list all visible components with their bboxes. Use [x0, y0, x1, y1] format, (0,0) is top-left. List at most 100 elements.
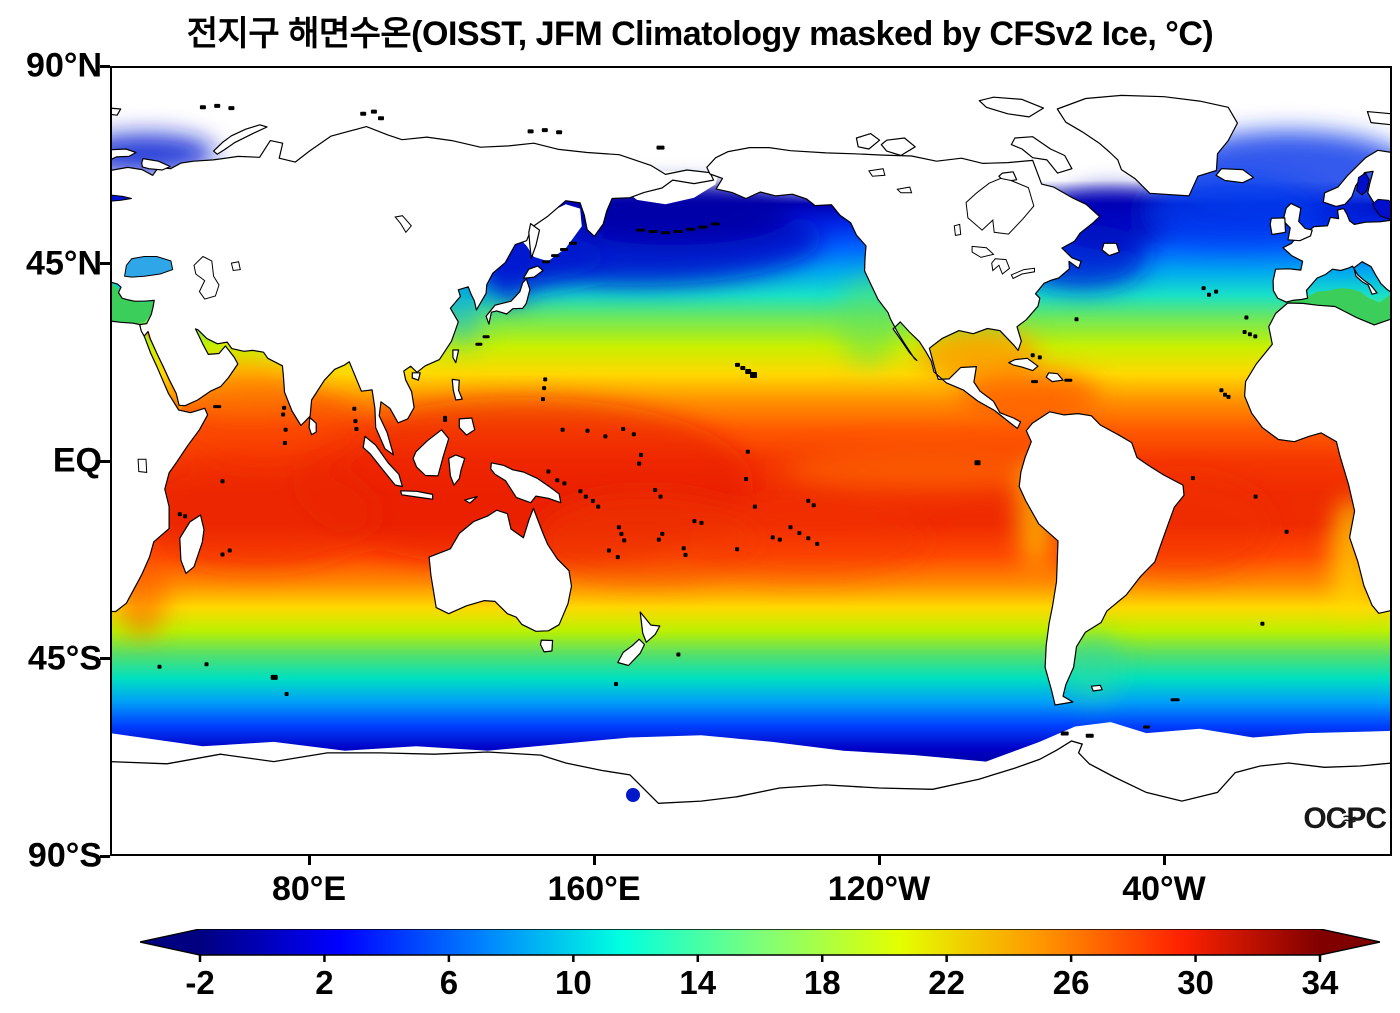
land-africaW: [1244, 302, 1392, 614]
colorbar-tick-label: 26: [1052, 964, 1090, 1001]
x-axis-tick-label: 120°W: [827, 870, 931, 908]
colorbar-tick-label: 18: [803, 964, 841, 1001]
lake-gbear: [868, 168, 886, 177]
map-plot: OCPC: [110, 66, 1392, 856]
land-baff: [1010, 136, 1073, 174]
colorbar-tick-label: 30: [1177, 964, 1214, 1001]
lake-aral: [230, 261, 241, 272]
baltic-sea: [1372, 198, 1392, 221]
land-sula: [448, 454, 466, 486]
land-java: [400, 490, 434, 500]
land-nzS: [617, 638, 646, 667]
small-islands: [157, 103, 1289, 738]
antarctica-coastline: [110, 740, 1392, 804]
x-axis-tick-mark: [1162, 856, 1166, 865]
land-europe: [1272, 208, 1392, 303]
y-axis-tick-mark: [100, 854, 110, 858]
colorbar-tick-label: -2: [185, 964, 215, 1001]
inland-seas: [110, 168, 1392, 473]
y-axis-tick-label: 45°N: [26, 243, 102, 282]
land-banks: [855, 133, 881, 150]
land-hainan: [411, 372, 421, 381]
hudson-bay: [965, 177, 1035, 235]
colorbar-tick-label: 14: [679, 964, 717, 1001]
land-tas: [539, 639, 554, 653]
land-africaE: [110, 320, 209, 613]
gulf-of-finland: [110, 194, 132, 202]
world-map: [110, 66, 1392, 856]
land-vict: [880, 137, 916, 157]
land-newf: [1101, 242, 1120, 257]
land-borneo: [412, 429, 450, 477]
y-axis-tick-mark: [100, 64, 110, 68]
land-japHok: [522, 265, 544, 279]
land-falk: [1090, 684, 1103, 692]
y-axis-tick-label: EQ: [52, 441, 102, 480]
land-japHon: [485, 278, 531, 325]
colorbar-tick-label: 34: [1301, 964, 1339, 1001]
colorbar-left-arrow: [140, 929, 200, 955]
land-sri: [308, 416, 317, 436]
colorbar-tick-label: 10: [554, 964, 592, 1001]
colorbar-scale: [139, 928, 1381, 962]
land-madag: [179, 514, 205, 574]
x-axis-tick-label: 40°W: [1122, 870, 1206, 908]
lake-baikal: [394, 215, 412, 234]
x-axis-tick-mark: [592, 856, 596, 865]
land-hisp: [1045, 372, 1064, 383]
polynya-dot: [626, 788, 640, 802]
lake-victoria: [137, 458, 148, 473]
ocpc-logo-text: OCPC: [1303, 802, 1387, 835]
lake-winn: [953, 223, 962, 236]
land-nzN: [639, 611, 661, 643]
land-mind: [458, 417, 476, 436]
lake-gslave: [896, 186, 913, 194]
y-axis-tick-label: 90°N: [26, 46, 102, 85]
antarctic-sea-ice-mask: [110, 722, 1392, 856]
land-ng: [490, 462, 562, 504]
land-aus: [428, 507, 573, 632]
caspian-sea: [193, 255, 220, 300]
land-cuba: [1008, 357, 1039, 372]
y-axis-tick-mark: [100, 459, 110, 463]
gulf-of-bothnia: [1356, 172, 1370, 196]
x-axis-tick-mark: [877, 856, 881, 865]
x-axis-tick-mark: [307, 856, 311, 865]
land-sumatra: [362, 435, 403, 488]
land-ire: [1269, 217, 1287, 236]
land-novzem: [213, 124, 268, 155]
y-axis-tick-mark: [100, 657, 110, 660]
land-timor: [464, 496, 478, 504]
colorbar-tick-label: 22: [928, 964, 966, 1001]
lake-mich: [991, 258, 1011, 275]
ocpc-logo-waves-icon: [1343, 815, 1356, 823]
y-axis-tick-label: 90°S: [27, 836, 102, 875]
lake-erie: [1010, 267, 1035, 280]
land-greenland: [1056, 94, 1238, 197]
land-taiwan: [452, 349, 460, 364]
land-norwayL: [110, 148, 137, 161]
land-svalR: [1366, 111, 1392, 126]
land-sakh: [528, 223, 541, 259]
colorbar: -2 2 6 10 14 18 22 26 30 34: [139, 928, 1381, 1013]
land-svalL: [110, 107, 122, 116]
land-icel: [1215, 168, 1255, 184]
land-luzon: [451, 378, 463, 401]
plot-frame: [110, 66, 1392, 856]
y-axis-tick-mark: [100, 262, 110, 265]
land-elles: [978, 96, 1044, 118]
lake-sup: [971, 245, 995, 258]
land-kola: [141, 158, 171, 171]
x-axis-tick-label: 80°E: [271, 870, 347, 908]
y-axis-tick-label: 45°S: [27, 638, 102, 677]
colorbar-tick-label: 2: [315, 964, 334, 1001]
land-samer: [1018, 411, 1185, 706]
x-axis-tick-label: 160°E: [547, 870, 641, 908]
colorbar-tick-label: 6: [439, 964, 459, 1001]
colorbar-gradient: [200, 929, 1320, 955]
colorbar-right-arrow: [1320, 929, 1380, 955]
ocpc-logo: OCPC: [1290, 802, 1387, 835]
land-eurasia: [110, 126, 715, 456]
figure-title: 전지구 해면수온(OISST, JFM Climatology masked b…: [186, 15, 1214, 53]
